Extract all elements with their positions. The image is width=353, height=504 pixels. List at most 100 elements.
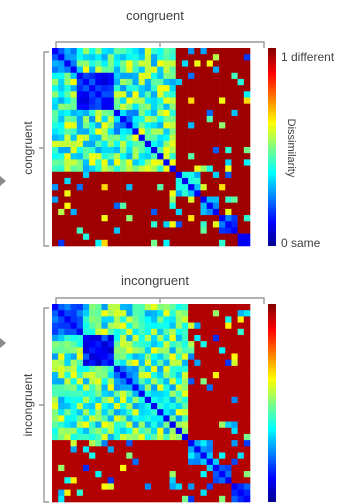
heatmap-cell <box>138 495 146 503</box>
heatmap-cell <box>200 403 207 410</box>
heatmap-cell <box>175 72 183 80</box>
heatmap-cell <box>169 458 177 466</box>
heatmap-cell <box>138 403 146 410</box>
heatmap-cell <box>219 433 226 441</box>
heatmap-cell <box>52 384 59 391</box>
heatmap-cell <box>169 153 177 160</box>
heatmap-cell <box>76 202 84 210</box>
heatmap-cell <box>163 359 170 367</box>
heatmap-cell <box>89 489 96 497</box>
heatmap-cell <box>138 322 146 330</box>
heatmap-cell <box>225 483 232 490</box>
heatmap-cell <box>70 328 78 336</box>
heatmap-cell <box>107 184 115 191</box>
heatmap-cell <box>243 464 251 472</box>
heatmap-cell <box>70 378 78 385</box>
heatmap-cell <box>225 409 232 416</box>
heatmap-cell <box>89 464 96 472</box>
heatmap-cell <box>151 221 158 228</box>
heatmap-cell <box>175 359 183 367</box>
heatmap-cell <box>188 433 195 441</box>
heatmap-cell <box>237 78 245 86</box>
heatmap-cell <box>219 221 226 228</box>
heatmap-cell <box>120 72 127 80</box>
heatmap-cell <box>169 109 177 117</box>
heatmap-cell <box>157 215 164 222</box>
heatmap-cell <box>231 421 238 429</box>
heatmap-cell <box>120 221 127 228</box>
heatmap-cell <box>181 421 189 429</box>
heatmap-cell <box>188 353 195 360</box>
heatmap-cell <box>89 177 96 185</box>
heatmap-cell <box>163 103 170 111</box>
heatmap-cell <box>58 334 65 342</box>
heatmap-cell <box>157 427 164 435</box>
heatmap-cell <box>52 66 59 74</box>
heatmap-cell <box>151 122 158 129</box>
heatmap-cell <box>107 433 115 441</box>
heatmap-cell <box>194 221 201 228</box>
heatmap-cell <box>64 495 71 503</box>
heatmap-cell <box>76 433 84 441</box>
heatmap-cell <box>138 196 146 203</box>
heatmap-cell <box>70 103 78 111</box>
heatmap-cell <box>144 341 152 348</box>
heatmap-cell <box>157 54 164 61</box>
heatmap-cell <box>58 483 65 490</box>
heatmap-cell <box>200 359 207 367</box>
heatmap-cell <box>231 159 238 166</box>
heatmap-cell <box>120 54 127 61</box>
heatmap-cell <box>151 116 158 123</box>
heatmap-cell <box>163 91 170 98</box>
heatmap-cell <box>101 334 108 342</box>
heatmap-cell <box>58 403 65 410</box>
heatmap-cell <box>212 483 220 490</box>
heatmap-cell <box>237 433 245 441</box>
heatmap-cell <box>107 233 115 241</box>
heatmap-cell <box>82 227 90 234</box>
heatmap-cell <box>58 165 65 173</box>
heatmap-cell <box>157 233 164 241</box>
heatmap-cell <box>107 334 115 342</box>
heatmap-cell <box>169 165 177 173</box>
heatmap-cell <box>175 409 183 416</box>
heatmap-cell <box>206 54 214 61</box>
heatmap-cell <box>126 322 133 330</box>
heatmap-cell <box>52 489 59 497</box>
heatmap-cell <box>132 60 139 67</box>
heatmap-cell <box>120 196 127 203</box>
heatmap-cell <box>58 372 65 379</box>
heatmap-cell <box>181 409 189 416</box>
heatmap-cell <box>169 365 177 373</box>
heatmap-cell <box>225 464 232 472</box>
heatmap-cell <box>107 171 115 179</box>
heatmap-cell <box>107 153 115 160</box>
heatmap-cell <box>219 184 226 191</box>
heatmap-cell <box>132 334 139 342</box>
heatmap-cell <box>107 316 115 323</box>
heatmap-cell <box>126 134 133 142</box>
heatmap-cell <box>138 177 146 185</box>
heatmap-cell <box>200 72 207 80</box>
heatmap-cell <box>70 403 78 410</box>
heatmap-cell <box>95 396 102 404</box>
heatmap-cell <box>175 440 183 447</box>
heatmap-cell <box>212 353 220 360</box>
heatmap-cell <box>101 458 108 466</box>
heatmap-cell <box>76 109 84 117</box>
heatmap-cell <box>169 78 177 86</box>
heatmap-cell <box>175 304 183 311</box>
heatmap-cell <box>113 221 121 228</box>
heatmap-cell <box>194 215 201 222</box>
heatmap-cell <box>132 122 139 129</box>
heatmap-cell <box>157 184 164 191</box>
panel1-heatmap <box>52 48 251 247</box>
heatmap-cell <box>169 202 177 210</box>
heatmap-cell <box>52 452 59 459</box>
heatmap-cell <box>76 427 84 435</box>
heatmap-cell <box>169 116 177 123</box>
heatmap-cell <box>169 353 177 360</box>
heatmap-cell <box>157 384 164 391</box>
heatmap-cell <box>101 384 108 391</box>
heatmap-cell <box>113 477 121 484</box>
